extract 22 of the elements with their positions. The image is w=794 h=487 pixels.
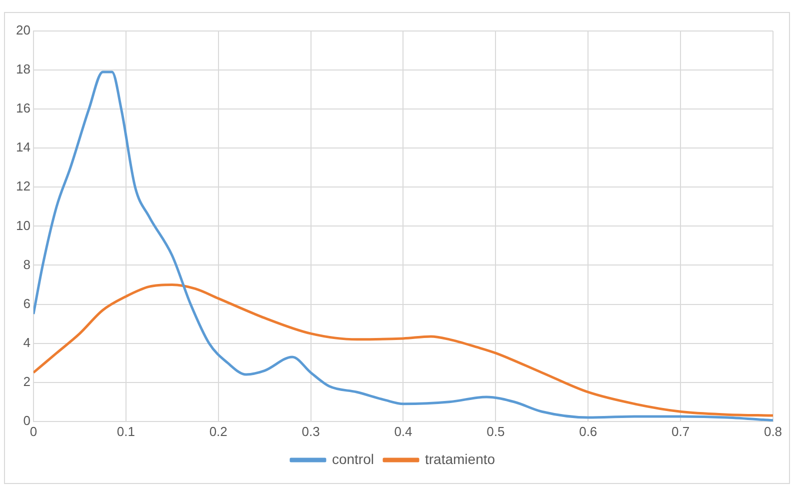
x-tick-label: 0.3 — [302, 424, 320, 439]
x-tick-label: 0.2 — [209, 424, 228, 439]
x-tick-label: 0.8 — [764, 424, 782, 439]
y-tick-label: 2 — [23, 374, 30, 389]
y-tick-label: 16 — [16, 100, 30, 116]
y-tick-label: 8 — [23, 256, 30, 272]
x-tick-label: 0.5 — [486, 424, 505, 439]
x-tick-label: 0.1 — [116, 424, 135, 439]
y-tick-label: 14 — [16, 140, 30, 155]
x-tick-label: 0.6 — [579, 424, 598, 439]
y-tick-label: 4 — [23, 334, 30, 350]
legend-label: control — [332, 450, 374, 467]
y-tick-label: 0 — [23, 412, 30, 428]
y-tick-label: 10 — [16, 218, 30, 233]
legend-label: tratamiento — [424, 450, 496, 467]
y-tick-label: 12 — [16, 178, 30, 194]
y-tick-label: 20 — [16, 22, 30, 38]
line-series — [33, 284, 773, 417]
y-tick-label: 18 — [16, 62, 30, 77]
x-tick-label: 0.4 — [394, 424, 412, 439]
x-tick-label: 0.7 — [672, 424, 690, 439]
y-tick-label: 6 — [23, 296, 30, 311]
